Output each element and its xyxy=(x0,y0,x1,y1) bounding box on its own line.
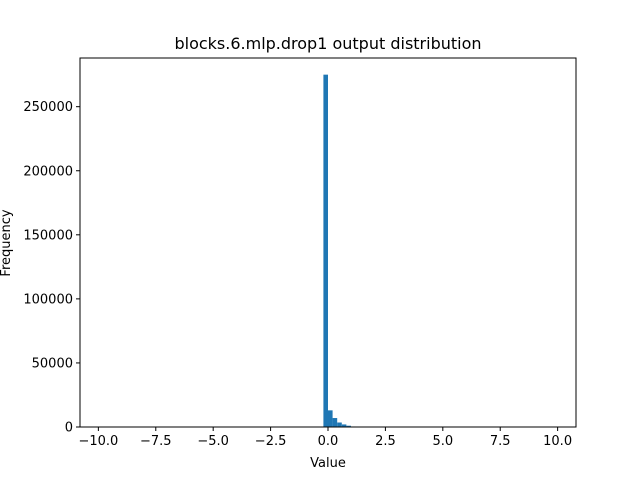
y-tick-label: 50000 xyxy=(32,356,73,371)
x-tick-label: 7.5 xyxy=(490,434,511,449)
histogram-bar-2 xyxy=(332,418,338,427)
x-tick-label: 5.0 xyxy=(432,434,453,449)
x-axis-ticks: −10.0 −7.5 −5.0 −2.5 0.0 2.5 5.0 7.5 10.0 xyxy=(78,427,572,449)
x-tick-label: −5.0 xyxy=(197,434,229,449)
histogram-bar-5 xyxy=(346,425,351,427)
y-tick-label: 250000 xyxy=(23,100,73,115)
x-tick-label: −2.5 xyxy=(255,434,287,449)
x-axis-label: Value xyxy=(310,456,346,471)
y-axis-ticks: 0 50000 100000 150000 200000 250000 xyxy=(23,100,80,436)
x-tick-label: −7.5 xyxy=(140,434,172,449)
x-tick-label: −10.0 xyxy=(78,434,118,449)
histogram-bar-0 xyxy=(323,74,328,427)
bars-group xyxy=(323,74,361,427)
y-tick-label: 100000 xyxy=(23,292,73,307)
y-tick-label: 200000 xyxy=(23,164,73,179)
y-tick-label: 150000 xyxy=(23,228,73,243)
histogram-bar-4 xyxy=(341,424,347,427)
y-tick-label: 0 xyxy=(65,421,73,436)
chart-title: blocks.6.mlp.drop1 output distribution xyxy=(174,34,481,53)
x-tick-label: 10.0 xyxy=(543,434,572,449)
y-axis-label: Frequency xyxy=(0,209,14,276)
histogram-bar-3 xyxy=(337,422,342,427)
histogram-bar-1 xyxy=(328,410,333,427)
x-tick-label: 0.0 xyxy=(318,434,339,449)
x-tick-label: 2.5 xyxy=(375,434,396,449)
